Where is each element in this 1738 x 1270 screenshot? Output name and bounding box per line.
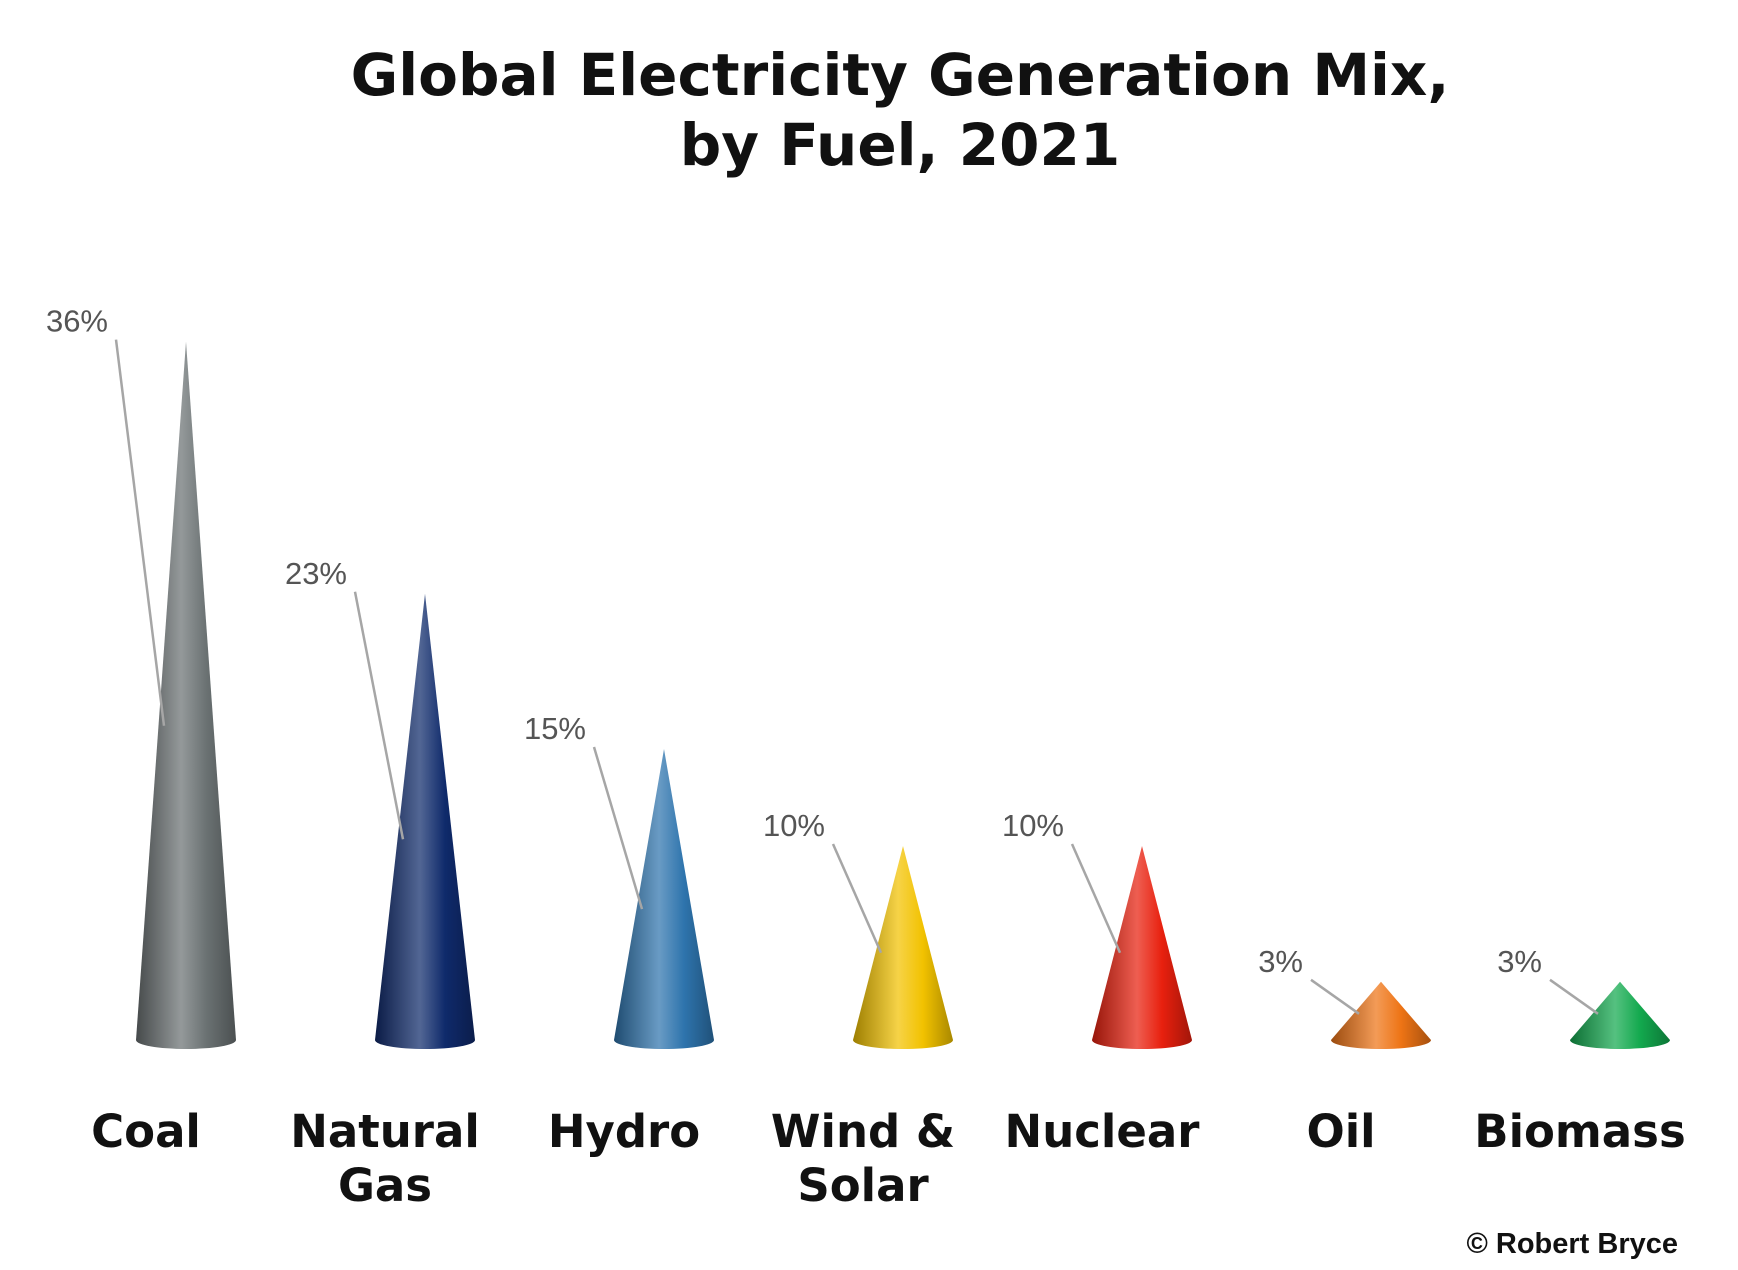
data-label-3: 10% xyxy=(763,808,825,843)
data-label-2: 15% xyxy=(524,711,586,746)
cone-bar-5 xyxy=(1331,981,1431,1049)
category-label-2: Hydro xyxy=(548,1105,700,1158)
cone-bar-4 xyxy=(1092,846,1192,1049)
data-label-6: 3% xyxy=(1497,944,1542,979)
category-label-6: Biomass xyxy=(1474,1105,1685,1158)
credit-text: © Robert Bryce xyxy=(1466,1228,1678,1260)
data-label-5: 3% xyxy=(1258,944,1303,979)
leader-line-2 xyxy=(592,746,644,910)
leader-line-6 xyxy=(1549,978,1599,1015)
leader-line-5 xyxy=(1310,978,1360,1015)
category-label-0: Coal xyxy=(91,1105,201,1158)
leader-line-1 xyxy=(353,591,405,840)
data-label-4: 10% xyxy=(1002,808,1064,843)
cone-bar-6 xyxy=(1570,981,1670,1049)
category-label-1-0: Natural xyxy=(290,1105,480,1158)
cone-bar-0 xyxy=(136,341,236,1049)
chart-title-line-2: by Fuel, 2021 xyxy=(680,111,1120,179)
data-label-0: 36% xyxy=(46,304,108,339)
category-label-5: Oil xyxy=(1306,1105,1375,1158)
cone-bar-2 xyxy=(614,749,714,1049)
cone-bar-3 xyxy=(853,846,953,1049)
category-label-3-0: Wind & xyxy=(771,1105,955,1158)
category-label-3-1: Solar xyxy=(797,1159,929,1212)
leader-line-3 xyxy=(831,843,883,954)
category-label-4: Nuclear xyxy=(1005,1105,1201,1158)
category-label-1-1: Gas xyxy=(338,1159,432,1212)
leader-line-0 xyxy=(114,339,166,726)
data-label-1: 23% xyxy=(285,556,347,591)
cone-bar-1 xyxy=(375,593,475,1049)
chart-title-line-1: Global Electricity Generation Mix, xyxy=(351,41,1450,109)
leader-line-4 xyxy=(1070,843,1122,954)
